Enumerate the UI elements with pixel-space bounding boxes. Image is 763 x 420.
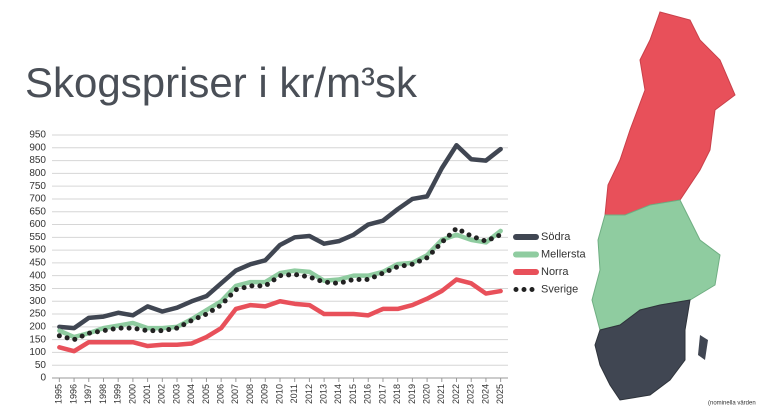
y-tick-label: 250	[29, 309, 46, 320]
x-tick-label: 2025	[495, 384, 505, 404]
x-tick-label: 2006	[216, 384, 226, 404]
series-line	[56, 225, 504, 343]
x-tick-label: 2015	[348, 384, 358, 404]
y-tick-label: 800	[29, 168, 46, 179]
x-tick-label: 2001	[142, 384, 152, 404]
x-tick-label: 2017	[377, 384, 387, 404]
chart-title: Skogspriser i kr/m³sk	[25, 59, 418, 106]
x-tick-label: 2000	[127, 384, 137, 404]
y-tick-label: 50	[35, 360, 47, 371]
y-tick-label: 550	[29, 232, 46, 243]
x-tick-label: 2003	[171, 384, 181, 404]
y-tick-label: 700	[29, 194, 46, 205]
x-tick-label: 2005	[201, 384, 211, 404]
legend-label: Södra	[541, 231, 571, 243]
y-tick-label: 200	[29, 321, 46, 332]
x-tick-label: 2019	[407, 384, 417, 404]
x-tick-label: 2008	[245, 384, 255, 404]
x-tick-label: 2023	[466, 384, 476, 404]
legend-label: Mellersta	[541, 248, 587, 260]
x-tick-label: 2011	[289, 384, 299, 403]
series-line	[57, 277, 503, 354]
map-gotland	[698, 335, 708, 360]
x-tick-label: 2007	[230, 384, 240, 404]
x-tick-label: 1995	[54, 384, 64, 404]
y-tick-label: 0	[40, 373, 46, 384]
legend-label: Norra	[541, 266, 569, 278]
map-sodra	[594, 299, 691, 401]
y-tick-label: 100	[29, 347, 46, 358]
legend-label: Sverige	[541, 283, 578, 295]
series-line	[57, 228, 503, 340]
x-tick-label: 1999	[113, 384, 123, 404]
x-tick-label: 1996	[68, 384, 78, 404]
y-tick-label: 600	[29, 219, 46, 230]
x-tick-label: 2020	[421, 384, 431, 404]
x-tick-label: 2012	[304, 384, 314, 404]
x-tick-label: 1998	[98, 384, 108, 404]
x-tick-label: 2004	[186, 384, 196, 404]
x-tick-label: 2024	[480, 384, 490, 404]
y-tick-label: 950	[29, 130, 46, 141]
y-tick-label: 450	[29, 258, 46, 269]
y-tick-label: 500	[29, 245, 46, 256]
map	[591, 11, 736, 401]
y-tick-label: 900	[29, 142, 46, 153]
x-tick-label: 2013	[319, 384, 329, 404]
x-tick-label: 2016	[363, 384, 373, 404]
note: (nominella värden	[708, 401, 756, 407]
series-line	[57, 142, 503, 331]
y-tick-label: 350	[29, 283, 46, 294]
x-tick-label: 2009	[260, 384, 270, 404]
y-tick-label: 300	[29, 296, 46, 307]
x-tick-label: 2014	[333, 384, 343, 404]
y-tick-label: 850	[29, 155, 46, 166]
y-tick-label: 650	[29, 206, 46, 217]
y-tick-label: 150	[29, 334, 46, 345]
x-tick-label: 2010	[274, 384, 284, 404]
x-tick-label: 2018	[392, 384, 402, 404]
x-tick-label: 2002	[157, 384, 167, 404]
x-tick-label: 2021	[436, 384, 446, 404]
map-norra	[604, 11, 736, 216]
y-tick-label: 750	[29, 181, 46, 192]
x-tick-label: 2022	[451, 384, 461, 404]
x-tick-label: 1997	[83, 384, 93, 404]
y-tick-label: 400	[29, 270, 46, 281]
